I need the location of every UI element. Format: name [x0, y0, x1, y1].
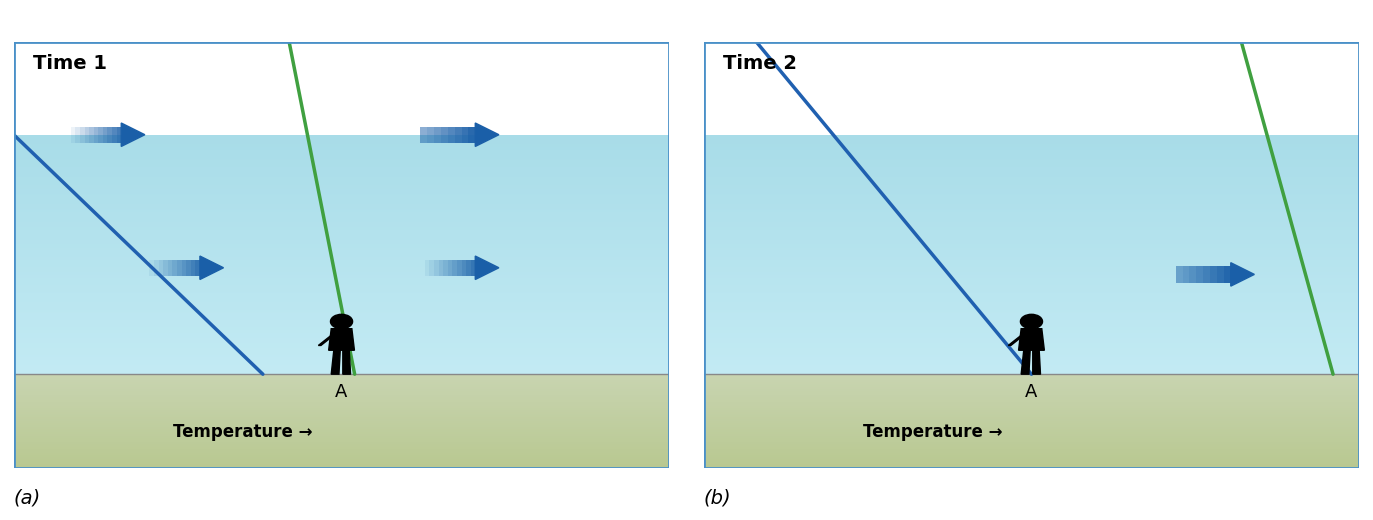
Text: A: A — [1026, 383, 1038, 401]
Circle shape — [331, 314, 353, 329]
Circle shape — [1020, 314, 1042, 329]
Polygon shape — [328, 329, 354, 350]
Polygon shape — [200, 256, 224, 279]
Text: A: A — [335, 383, 347, 401]
Polygon shape — [475, 256, 498, 279]
Polygon shape — [121, 123, 144, 147]
Text: Temperature →: Temperature → — [173, 423, 313, 441]
Polygon shape — [343, 350, 350, 374]
Polygon shape — [1032, 350, 1041, 374]
Polygon shape — [1230, 263, 1255, 286]
Polygon shape — [1008, 335, 1024, 345]
Polygon shape — [475, 123, 498, 147]
Text: (a): (a) — [14, 489, 41, 508]
Polygon shape — [1022, 350, 1030, 374]
Text: Temperature →: Temperature → — [864, 423, 1002, 441]
Polygon shape — [331, 350, 341, 374]
Text: (b): (b) — [703, 489, 732, 508]
Polygon shape — [1019, 329, 1045, 350]
Polygon shape — [319, 335, 334, 345]
Text: Time 2: Time 2 — [724, 55, 798, 73]
Text: Time 1: Time 1 — [33, 55, 107, 73]
